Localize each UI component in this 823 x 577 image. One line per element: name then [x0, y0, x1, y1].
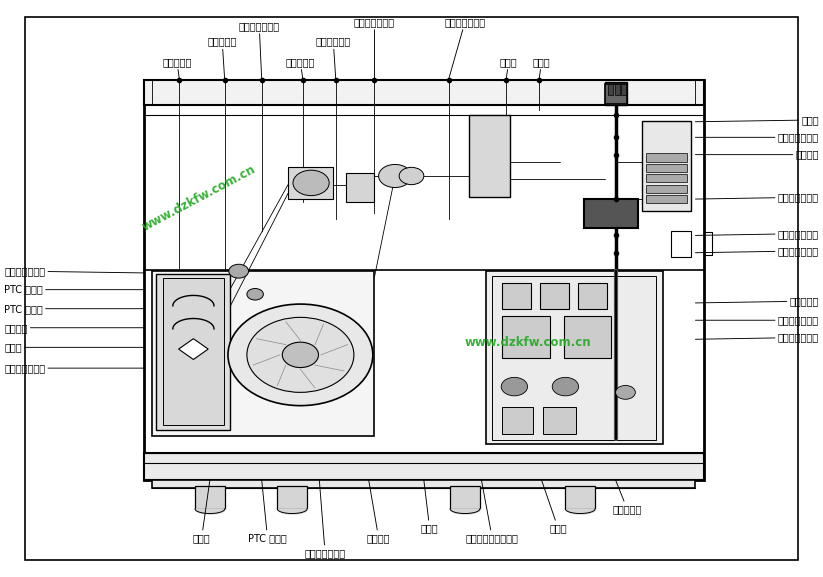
Text: PTC 后支架: PTC 后支架 — [248, 480, 287, 543]
Bar — [492, 276, 656, 440]
Bar — [646, 153, 687, 162]
Text: www.dzkfw.com.cn: www.dzkfw.com.cn — [140, 163, 258, 234]
Circle shape — [247, 317, 354, 392]
Text: 电器罩定位支板: 电器罩定位支板 — [4, 363, 144, 373]
Bar — [646, 195, 687, 203]
Text: 保洁引接线组件: 保洁引接线组件 — [354, 17, 395, 80]
Circle shape — [552, 377, 579, 396]
Bar — [615, 84, 620, 95]
Circle shape — [229, 264, 249, 278]
Text: 电线护套圈: 电线护套圈 — [695, 296, 819, 306]
Text: PTC 加热器: PTC 加热器 — [4, 304, 144, 314]
Text: 飞机支撑脚: 飞机支撑脚 — [612, 480, 642, 514]
Bar — [502, 407, 533, 434]
Text: 辉光启动器: 辉光启动器 — [286, 57, 315, 80]
Bar — [608, 84, 613, 95]
Text: 门控开关串联引接线: 门控开关串联引接线 — [466, 480, 518, 543]
Text: 电线护套圈: 电线护套圈 — [207, 36, 237, 80]
Bar — [450, 486, 480, 509]
Text: 外锯齿锁紧垫圈: 外锯齿锁紧垫圈 — [695, 246, 819, 256]
Text: 十字槽盘头螺钉: 十字槽盘头螺钉 — [695, 192, 819, 203]
Bar — [565, 486, 595, 509]
Text: 烘干引接线组件: 烘干引接线组件 — [444, 17, 486, 80]
Circle shape — [282, 342, 319, 368]
Text: 辉光启动器座: 辉光启动器座 — [316, 36, 351, 80]
Text: 接风盒盖: 接风盒盖 — [4, 323, 144, 333]
Text: 接风盒: 接风盒 — [193, 480, 211, 543]
Bar — [152, 271, 374, 436]
Bar — [195, 486, 225, 509]
Text: PTC 前支架: PTC 前支架 — [4, 284, 144, 295]
Circle shape — [228, 304, 373, 406]
Text: www.dzkfw.com.cn: www.dzkfw.com.cn — [465, 336, 592, 349]
Bar — [646, 174, 687, 182]
Bar — [469, 115, 510, 197]
Text: 接线端子: 接线端子 — [695, 149, 819, 160]
Circle shape — [501, 377, 528, 396]
Bar — [671, 231, 691, 257]
Text: 温控器: 温控器 — [4, 342, 144, 353]
Text: 镇流器: 镇流器 — [421, 480, 439, 533]
Text: 左右灯座引接线: 左右灯座引接线 — [239, 21, 280, 80]
Bar — [144, 80, 704, 105]
Bar — [502, 283, 531, 309]
Bar — [584, 199, 638, 228]
Bar — [288, 167, 333, 199]
Bar — [486, 271, 663, 444]
Circle shape — [379, 164, 412, 188]
Bar — [543, 407, 576, 434]
Bar — [605, 82, 627, 105]
Text: 十字槽沉头螺钉: 十字槽沉头螺钉 — [695, 132, 819, 143]
Circle shape — [399, 167, 424, 185]
Bar — [540, 283, 569, 309]
Text: 后盖板: 后盖板 — [532, 57, 551, 80]
Circle shape — [247, 288, 263, 300]
Bar — [564, 316, 611, 358]
Bar — [277, 486, 307, 509]
Bar — [646, 164, 687, 172]
Text: 变压器: 变压器 — [500, 57, 518, 80]
Bar — [642, 121, 691, 211]
Bar — [156, 274, 230, 430]
Text: 电子门锁引接线: 电子门锁引接线 — [695, 332, 819, 343]
Text: 十字槽盘头螺钉: 十字槽盘头螺钉 — [305, 480, 346, 558]
Bar — [502, 316, 550, 358]
Text: 十字槽盘头螺钉: 十字槽盘头螺钉 — [695, 228, 819, 239]
Text: 电源引线组急案: 电源引线组急案 — [695, 315, 819, 325]
Text: 烘干回路线组件: 烘干回路线组件 — [4, 266, 144, 276]
Text: 缩绕护套管: 缩绕护套管 — [162, 57, 192, 80]
Text: 电源板: 电源板 — [542, 480, 567, 533]
Text: 电源线: 电源线 — [695, 115, 819, 125]
Bar — [346, 173, 374, 202]
Bar — [163, 278, 224, 425]
Bar — [578, 283, 607, 309]
Bar — [621, 84, 626, 95]
Text: 风机垫脚: 风机垫脚 — [367, 480, 390, 543]
Polygon shape — [179, 339, 208, 359]
Bar — [605, 84, 627, 104]
Bar — [646, 185, 687, 193]
Bar — [144, 453, 704, 480]
Circle shape — [293, 170, 329, 196]
Circle shape — [616, 385, 635, 399]
Bar — [144, 80, 704, 480]
Bar — [152, 480, 695, 488]
